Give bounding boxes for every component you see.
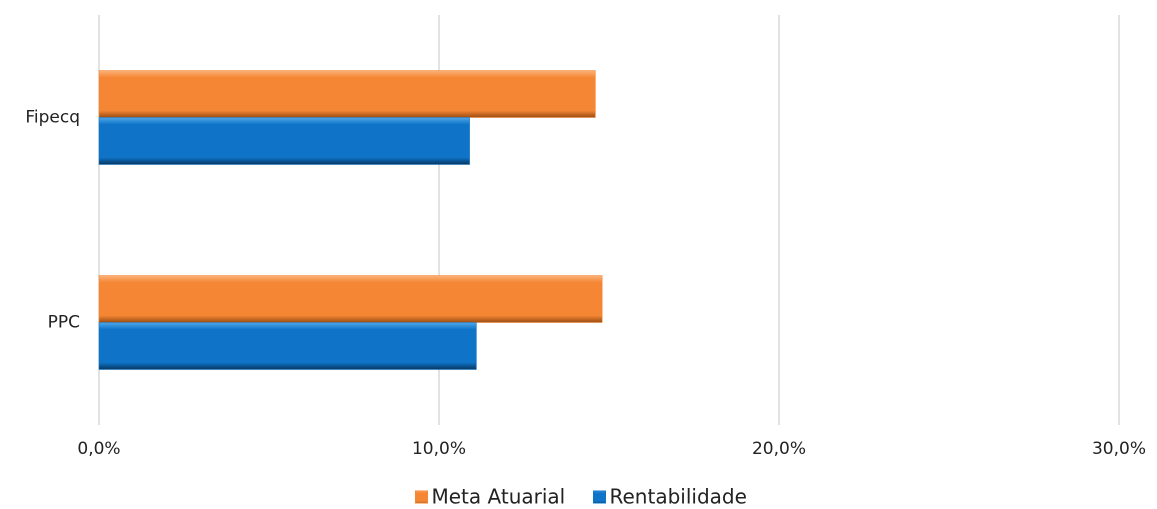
- bar: [98, 322, 477, 370]
- x-tick-label: 20,0%: [752, 439, 806, 459]
- legend-swatch: [415, 490, 428, 504]
- y-tick-label: Fipecq: [25, 108, 80, 128]
- y-tick-label: PPC: [48, 313, 80, 333]
- x-tick-label: 30,0%: [1092, 439, 1146, 459]
- legend-label: Rentabilidade: [610, 485, 747, 509]
- bar: [98, 117, 470, 165]
- x-tick-label: 10,0%: [412, 439, 466, 459]
- legend-label: Meta Atuarial: [432, 485, 566, 509]
- bar: [98, 70, 596, 118]
- x-tick-label: 0,0%: [77, 439, 120, 459]
- bar: [98, 275, 603, 323]
- legend-swatch: [593, 490, 606, 504]
